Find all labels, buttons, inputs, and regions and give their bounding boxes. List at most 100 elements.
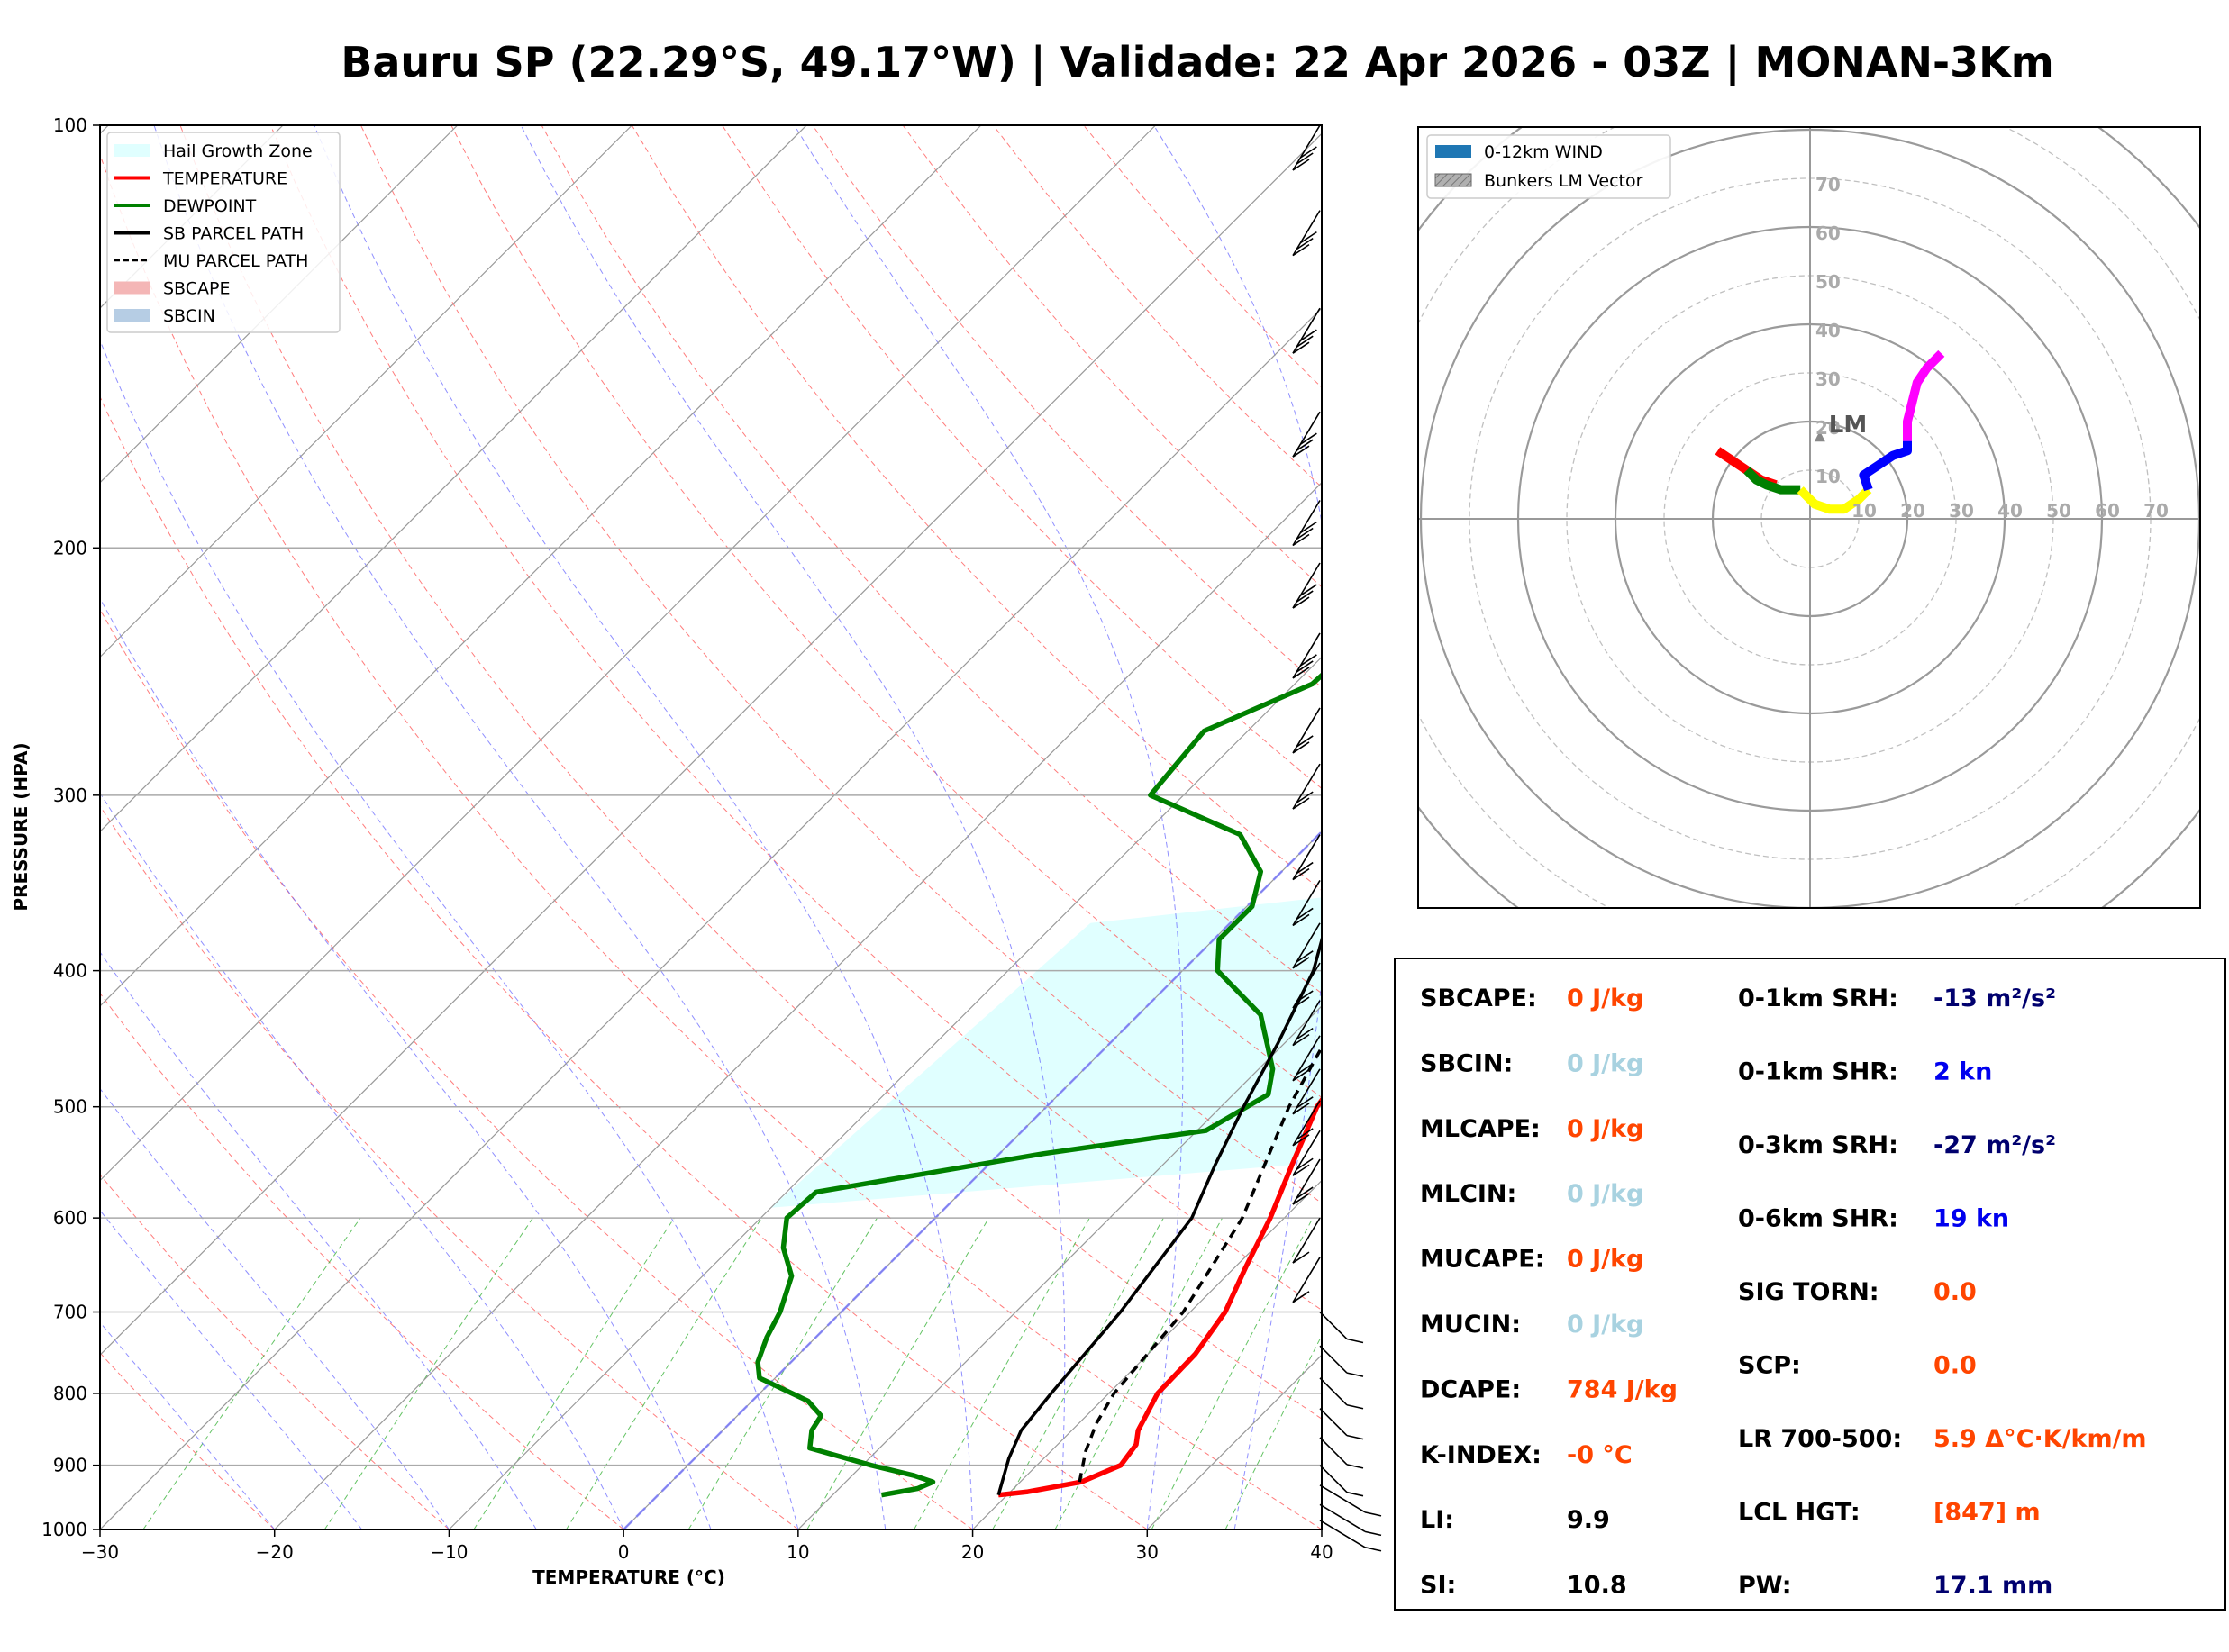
hodograph-legend-swatch <box>1435 145 1471 158</box>
hodograph-segment <box>1743 467 1801 495</box>
isotherm <box>274 481 1322 1529</box>
y-axis-label: PRESSURE (HPA) <box>10 742 32 911</box>
barb-feather <box>1296 861 1314 875</box>
wind-barb <box>1292 707 1321 754</box>
index-value: 0 J/kg <box>1567 1180 1643 1208</box>
barb-feather <box>1292 913 1310 927</box>
isotherm <box>100 125 1156 1182</box>
x-tick-label: −10 <box>430 1541 468 1563</box>
barb-feather <box>1346 1491 1364 1497</box>
hodograph-legend-box <box>1426 134 1671 199</box>
wind-barb <box>1292 834 1321 881</box>
barb-staff <box>1319 1484 1366 1513</box>
wind-barb <box>1292 307 1321 354</box>
legend-swatch <box>114 309 150 322</box>
barb-staff <box>1319 1408 1348 1437</box>
index-value: 17.1 mm <box>1933 1572 2052 1600</box>
skewt-diagram: −30 −20 −10 0 10 20 30 40 1000 900 800 700 600 500 400… <box>10 114 1382 1588</box>
wind-barb <box>1292 1257 1321 1303</box>
dry-adiabat <box>812 125 1322 688</box>
isotherm <box>100 125 284 309</box>
barb-feather <box>1292 1164 1310 1176</box>
legend-label: SBCIN <box>163 306 215 326</box>
skewt-gridlines <box>100 125 1322 1529</box>
hodograph-frame <box>1417 126 2201 909</box>
mu_parcel-line <box>1078 1044 1322 1483</box>
moist-adiabat <box>100 1321 276 1529</box>
index-value: 19 kn <box>1933 1205 2009 1233</box>
dry-adiabat <box>631 125 1322 892</box>
legend-label: SB PARCEL PATH <box>163 224 304 244</box>
ring-label-y: 40 <box>1815 320 1841 341</box>
ring-label-y: 60 <box>1815 222 1841 244</box>
barb-feather <box>1292 1251 1310 1264</box>
skewt-series-layer <box>755 672 1322 1498</box>
index-label: MLCAPE: <box>1420 1115 1541 1143</box>
wind-barb <box>1292 562 1321 609</box>
barb-feather <box>1346 1434 1364 1440</box>
index-label: 0-6km SHR: <box>1738 1205 1898 1233</box>
index-value: 0 J/kg <box>1567 1049 1643 1077</box>
barb-feather <box>1296 237 1314 250</box>
dry-adiabat <box>100 395 1148 1529</box>
moist-adiabat <box>100 1209 362 1529</box>
isotherm <box>797 1005 1322 1529</box>
y-tick-label: 100 <box>53 114 87 136</box>
barb-feather <box>1292 243 1310 257</box>
barb-feather <box>1299 584 1317 596</box>
barb-staff <box>1319 1437 1348 1466</box>
barb-feather <box>1292 996 1310 1009</box>
dry-adiabat <box>100 1174 450 1529</box>
dry-adiabat <box>360 125 1322 1204</box>
barb-feather <box>1296 735 1314 748</box>
wind-barb <box>1292 962 1321 1009</box>
barb-staff <box>1319 1503 1366 1533</box>
index-value: 784 J/kg <box>1567 1375 1678 1403</box>
wind-barb <box>1292 500 1321 547</box>
index-label: SI: <box>1420 1572 1456 1600</box>
moist-adiabat <box>100 951 537 1529</box>
dry-adiabat <box>100 992 624 1529</box>
dewpoint-line <box>755 672 1322 1498</box>
moist-adiabat <box>520 125 1066 1529</box>
index-value: 0 J/kg <box>1567 1115 1643 1143</box>
ring-label-x: 60 <box>2095 500 2120 522</box>
barb-feather <box>1299 329 1317 341</box>
barb-feather <box>1296 1128 1314 1140</box>
barb-feather <box>1364 1530 1382 1537</box>
index-label: 0-1km SRH: <box>1738 985 1898 1012</box>
index-value: 5.9 Δ°C·K/km/m <box>1933 1425 2147 1453</box>
index-value: -27 m²/s² <box>1933 1131 2056 1159</box>
x-tick-label: 30 <box>1136 1541 1159 1563</box>
barb-feather <box>1296 590 1314 603</box>
moist-adiabat <box>100 792 624 1529</box>
wind-barb <box>1319 1484 1382 1517</box>
index-label: PW: <box>1738 1572 1792 1600</box>
barb-feather <box>1292 159 1310 171</box>
isotherm <box>972 1179 1322 1529</box>
wind-barb <box>1292 1217 1321 1264</box>
lm-vector-marker <box>1814 431 1825 442</box>
barb-feather <box>1292 957 1310 969</box>
ring-label-y: 30 <box>1815 368 1841 390</box>
barb-feather <box>1292 341 1310 354</box>
hail-growth-zone-layer <box>770 897 1322 1208</box>
ring-label-y: 10 <box>1815 466 1841 487</box>
barb-staff <box>1319 1345 1348 1374</box>
hodograph-segment <box>1859 440 1912 492</box>
barb-feather <box>1292 1291 1310 1303</box>
barb-feather <box>1296 791 1314 803</box>
barb-feather <box>1292 667 1310 679</box>
barb-feather <box>1292 867 1310 881</box>
wind-barb <box>1319 1345 1364 1377</box>
barb-feather <box>1296 527 1314 540</box>
hodograph-segment <box>1903 349 1945 441</box>
isotherm <box>100 125 459 484</box>
x-tick-label: 20 <box>961 1541 984 1563</box>
barb-feather <box>1296 1157 1314 1170</box>
wind-barb <box>1292 880 1321 927</box>
barb-feather <box>1296 1063 1314 1076</box>
y-tick-label: 700 <box>53 1302 87 1323</box>
barb-feather <box>1292 533 1310 547</box>
wind-barb <box>1292 763 1321 810</box>
